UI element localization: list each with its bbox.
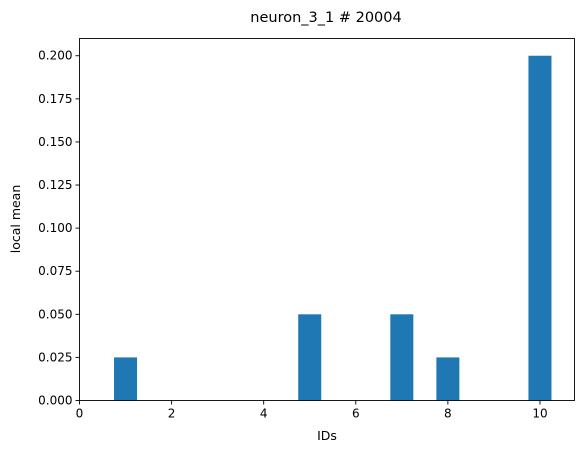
y-tick-label: 0.125 <box>38 178 72 192</box>
y-tick-label: 0.075 <box>38 264 72 278</box>
bars-group <box>114 55 552 401</box>
x-tick-label: 4 <box>260 407 268 421</box>
y-tick-label: 0.050 <box>38 307 72 321</box>
bar <box>390 314 414 401</box>
x-tick-label: 0 <box>76 407 84 421</box>
x-tick-label: 2 <box>168 407 176 421</box>
y-tick-label: 0.175 <box>38 92 72 106</box>
bar <box>436 357 460 401</box>
y-tick-label: 0.150 <box>38 135 72 149</box>
plot-frame <box>79 38 575 401</box>
bar <box>528 55 552 401</box>
y-tick-label: 0.000 <box>38 394 72 408</box>
y-tick-label: 0.200 <box>38 49 72 63</box>
y-axis-label: local mean <box>8 185 23 254</box>
x-tick-label: 6 <box>352 407 360 421</box>
x-axis-ticks: 0 2 4 6 8 10 <box>76 400 548 421</box>
x-axis-label: IDs <box>317 428 337 443</box>
bar <box>298 314 322 401</box>
y-axis-ticks: 0.000 0.025 0.050 0.075 0.100 0.125 0.150 0.175… <box>38 49 80 408</box>
x-tick-label: 10 <box>532 407 547 421</box>
y-tick-label: 0.100 <box>38 221 72 235</box>
bar <box>114 357 138 401</box>
chart-title: neuron_3_1 # 20004 <box>250 10 401 26</box>
y-tick-label: 0.025 <box>38 350 72 364</box>
x-tick-label: 8 <box>444 407 452 421</box>
